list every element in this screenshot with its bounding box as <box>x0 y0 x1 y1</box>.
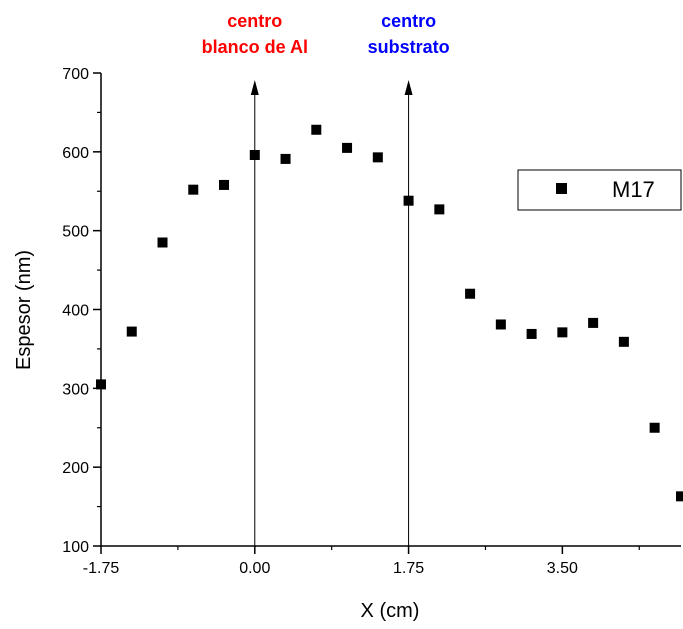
annotation-label: blanco de Al <box>202 37 308 57</box>
annotation-label: centro <box>381 11 436 31</box>
data-point <box>403 195 414 206</box>
legend: M17 <box>517 169 682 211</box>
data-point <box>495 319 506 330</box>
data-point <box>557 327 568 338</box>
axis-ticks: 100 200 300 400 500 600 700 -1.75 0.00 1.75 3.50 <box>62 66 640 577</box>
y-tick-label: 300 <box>62 381 89 398</box>
data-point <box>434 204 445 215</box>
x-axis-title: X (cm) <box>361 600 420 622</box>
data-point <box>157 237 168 248</box>
y-tick-label: 600 <box>62 145 89 162</box>
x-tick-label: -1.75 <box>83 560 120 577</box>
y-tick-label: 400 <box>62 303 89 320</box>
data-points <box>96 124 683 502</box>
data-point <box>219 179 230 190</box>
data-point <box>342 142 353 153</box>
data-point <box>465 288 476 299</box>
y-tick-label: 700 <box>62 66 89 83</box>
data-point <box>188 184 199 195</box>
data-point <box>280 153 291 164</box>
arrow-head <box>404 80 413 95</box>
y-tick-label: 500 <box>62 224 89 241</box>
y-tick-label: 100 <box>62 539 89 556</box>
arrow-head <box>250 80 259 95</box>
x-tick-label: 1.75 <box>393 560 424 577</box>
data-point <box>526 328 537 339</box>
legend-marker <box>556 183 567 194</box>
data-point <box>649 422 660 433</box>
y-axis-title: Espesor (nm) <box>13 250 35 370</box>
data-point <box>618 336 629 347</box>
data-point <box>126 326 137 337</box>
annotation-arrows: centro blanco de Al centro substrato <box>202 11 450 546</box>
x-tick-label: 0.00 <box>239 560 270 577</box>
data-point <box>96 379 106 390</box>
legend-label: M17 <box>612 177 655 202</box>
plot-axes <box>100 73 681 547</box>
x-tick-label: 3.50 <box>547 560 578 577</box>
legend-box <box>517 169 682 211</box>
annotation-label: centro <box>227 11 282 31</box>
data-point <box>676 491 683 502</box>
data-point <box>249 149 260 160</box>
data-point <box>372 152 383 163</box>
data-point <box>588 317 599 328</box>
annotation-label: substrato <box>368 37 450 57</box>
data-point <box>311 124 322 135</box>
y-tick-label: 200 <box>62 460 89 477</box>
